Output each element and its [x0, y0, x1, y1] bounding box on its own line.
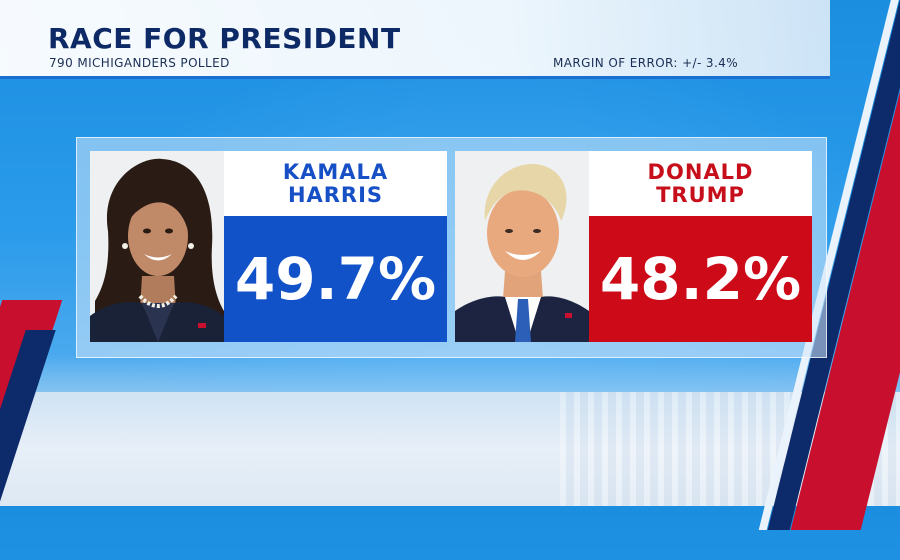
trump-portrait-icon [455, 151, 589, 342]
harris-percent-box: 49.7% [224, 216, 447, 342]
trump-photo [455, 151, 589, 342]
trump-percent: 48.2% [599, 245, 802, 313]
trump-percent-box: 48.2% [589, 216, 812, 342]
poll-sample-size: 790 MICHIGANDERS POLLED [49, 56, 230, 70]
trump-first-name: DONALD [647, 159, 754, 184]
harris-portrait-icon [90, 151, 224, 342]
trump-name-box: DONALD TRUMP [589, 151, 812, 216]
harris-name-box: KAMALA HARRIS [224, 151, 447, 216]
harris-percent: 49.7% [234, 245, 437, 313]
harris-first-name: KAMALA [282, 159, 389, 184]
candidate-trump: DONALD TRUMP 48.2% [455, 151, 812, 342]
header-bar: RACE FOR PRESIDENT 790 MICHIGANDERS POLL… [0, 0, 830, 76]
trump-last-name: TRUMP [656, 182, 745, 207]
header-accent-line [0, 76, 830, 79]
bottom-panel [0, 392, 900, 506]
candidate-harris: KAMALA HARRIS 49.7% [90, 151, 447, 342]
harris-photo [90, 151, 224, 342]
harris-last-name: HARRIS [287, 182, 384, 207]
margin-of-error: MARGIN OF ERROR: +/- 3.4% [553, 56, 738, 70]
page-title: RACE FOR PRESIDENT [48, 22, 401, 55]
